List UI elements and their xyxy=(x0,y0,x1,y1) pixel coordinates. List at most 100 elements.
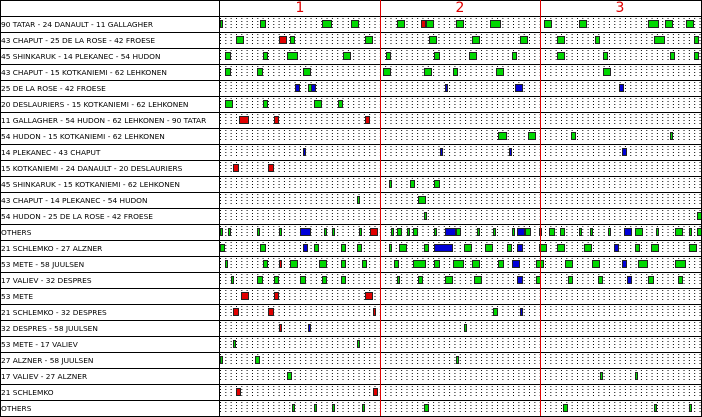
shift-block[interactable] xyxy=(669,52,676,60)
shift-block[interactable] xyxy=(635,372,639,380)
shift-block[interactable] xyxy=(509,148,513,156)
shift-block[interactable] xyxy=(514,84,523,92)
shift-block[interactable] xyxy=(463,324,467,332)
shift-block[interactable] xyxy=(278,36,287,44)
shift-block[interactable] xyxy=(386,52,392,60)
shift-block[interactable] xyxy=(602,52,609,60)
shift-block[interactable] xyxy=(220,20,223,28)
shift-block[interactable] xyxy=(538,244,547,252)
shift-block[interactable] xyxy=(257,68,263,76)
shift-block[interactable] xyxy=(313,244,320,252)
shift-block[interactable] xyxy=(455,356,459,364)
shift-block[interactable] xyxy=(592,260,601,268)
shift-block[interactable] xyxy=(511,228,515,236)
shift-block[interactable] xyxy=(452,260,464,268)
shift-block[interactable] xyxy=(635,244,641,252)
shift-block[interactable] xyxy=(418,196,427,204)
shift-block[interactable] xyxy=(340,260,346,268)
shift-block[interactable] xyxy=(418,276,424,284)
shift-block[interactable] xyxy=(568,276,574,284)
shift-block[interactable] xyxy=(434,228,438,236)
shift-block[interactable] xyxy=(343,52,352,60)
shift-block[interactable] xyxy=(262,100,269,108)
shift-block[interactable] xyxy=(428,36,437,44)
shift-block[interactable] xyxy=(434,244,453,252)
shift-block[interactable] xyxy=(618,84,625,92)
shift-block[interactable] xyxy=(594,36,601,44)
shift-block[interactable] xyxy=(423,212,427,220)
shift-block[interactable] xyxy=(565,260,574,268)
shift-block[interactable] xyxy=(340,244,346,252)
shift-block[interactable] xyxy=(600,372,604,380)
shift-block[interactable] xyxy=(664,20,673,28)
shift-block[interactable] xyxy=(337,100,344,108)
shift-block[interactable] xyxy=(321,20,333,28)
shift-block[interactable] xyxy=(525,228,531,236)
shift-block[interactable] xyxy=(364,36,373,44)
shift-block[interactable] xyxy=(308,324,312,332)
shift-block[interactable] xyxy=(359,228,363,236)
shift-block[interactable] xyxy=(648,276,654,284)
shift-block[interactable] xyxy=(321,276,328,284)
shift-block[interactable] xyxy=(653,36,665,44)
shift-block[interactable] xyxy=(517,244,523,252)
shift-block[interactable] xyxy=(506,244,512,252)
shift-block[interactable] xyxy=(319,260,328,268)
shift-block[interactable] xyxy=(303,148,306,156)
shift-block[interactable] xyxy=(356,244,362,252)
shift-block[interactable] xyxy=(292,404,296,412)
shift-block[interactable] xyxy=(602,68,611,76)
shift-block[interactable] xyxy=(688,244,697,252)
shift-block[interactable] xyxy=(578,20,587,28)
shift-block[interactable] xyxy=(434,260,440,268)
shift-block[interactable] xyxy=(313,404,317,412)
shift-block[interactable] xyxy=(477,228,481,236)
shift-block[interactable] xyxy=(364,292,373,300)
shift-block[interactable] xyxy=(220,228,223,236)
shift-block[interactable] xyxy=(688,404,692,412)
shift-block[interactable] xyxy=(324,228,328,236)
shift-block[interactable] xyxy=(241,292,250,300)
shift-block[interactable] xyxy=(230,276,234,284)
shift-block[interactable] xyxy=(495,68,504,76)
shift-block[interactable] xyxy=(220,356,223,364)
shift-block[interactable] xyxy=(273,276,279,284)
shift-block[interactable] xyxy=(693,52,700,60)
shift-block[interactable] xyxy=(562,404,569,412)
shift-block[interactable] xyxy=(444,276,453,284)
shift-block[interactable] xyxy=(490,20,502,28)
shift-block[interactable] xyxy=(225,260,229,268)
shift-block[interactable] xyxy=(313,100,322,108)
shift-block[interactable] xyxy=(471,260,480,268)
shift-block[interactable] xyxy=(220,244,226,252)
shift-block[interactable] xyxy=(388,180,392,188)
shift-block[interactable] xyxy=(238,116,250,124)
shift-block[interactable] xyxy=(383,68,392,76)
shift-block[interactable] xyxy=(675,260,686,268)
shift-block[interactable] xyxy=(300,276,306,284)
shift-block[interactable] xyxy=(423,68,432,76)
shift-block[interactable] xyxy=(635,228,644,236)
shift-block[interactable] xyxy=(444,84,448,92)
shift-block[interactable] xyxy=(485,244,494,252)
shift-block[interactable] xyxy=(233,164,239,172)
shift-block[interactable] xyxy=(621,148,627,156)
shift-block[interactable] xyxy=(356,340,360,348)
shift-block[interactable] xyxy=(627,276,633,284)
shift-block[interactable] xyxy=(648,20,660,28)
shift-block[interactable] xyxy=(426,20,435,28)
shift-block[interactable] xyxy=(233,340,237,348)
shift-block[interactable] xyxy=(517,276,523,284)
shift-block[interactable] xyxy=(469,52,478,60)
shift-block[interactable] xyxy=(677,276,684,284)
shift-block[interactable] xyxy=(286,52,298,60)
shift-block[interactable] xyxy=(519,36,528,44)
shift-block[interactable] xyxy=(303,68,312,76)
shift-block[interactable] xyxy=(254,356,261,364)
shift-block[interactable] xyxy=(260,244,266,252)
shift-block[interactable] xyxy=(597,276,603,284)
shift-block[interactable] xyxy=(557,52,566,60)
shift-block[interactable] xyxy=(278,260,282,268)
shift-block[interactable] xyxy=(228,228,232,236)
shift-block[interactable] xyxy=(439,148,443,156)
